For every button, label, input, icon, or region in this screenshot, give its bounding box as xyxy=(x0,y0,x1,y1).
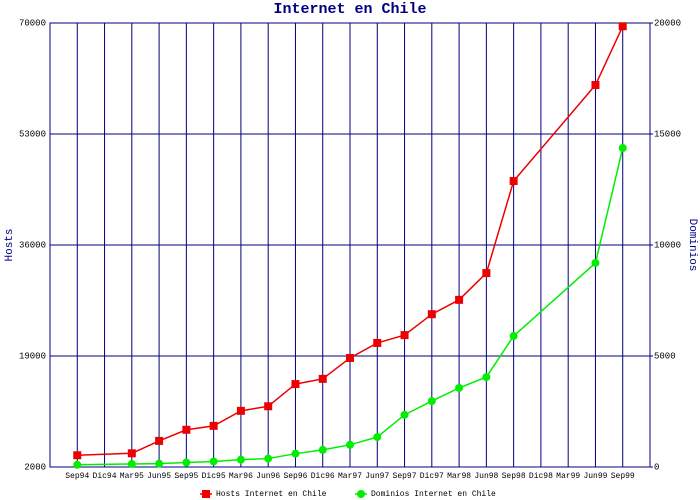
x-tick-label: Sep94 xyxy=(65,472,89,481)
x-tick-label: Jun96 xyxy=(256,472,280,481)
data-point xyxy=(346,440,354,449)
data-point xyxy=(427,397,436,406)
x-tick-label: Dic94 xyxy=(93,472,117,481)
legend-marker xyxy=(357,490,365,498)
data-point xyxy=(618,143,627,152)
data-point xyxy=(318,445,327,454)
data-point xyxy=(291,380,300,389)
x-tick-label: Mar96 xyxy=(229,472,253,481)
data-point xyxy=(482,269,491,278)
line-connector xyxy=(513,262,596,337)
y2-tick-label: 20000 xyxy=(654,18,681,28)
x-tick-label: Sep98 xyxy=(502,472,526,481)
legend-label: Hosts Internet en Chile xyxy=(216,490,327,499)
x-tick-label: Dic95 xyxy=(202,472,226,481)
x-tick-label: Dic98 xyxy=(529,472,553,481)
data-point xyxy=(264,402,273,411)
data-point xyxy=(427,310,436,319)
y2-tick-label: 0 xyxy=(654,462,659,472)
y-tick-label: 53000 xyxy=(19,129,46,139)
y-tick-label: 2000 xyxy=(24,462,46,472)
data-point xyxy=(209,421,218,430)
y-tick-label: 70000 xyxy=(19,18,46,28)
data-point xyxy=(455,383,464,392)
x-tick-label: Dic96 xyxy=(311,472,335,481)
x-tick-label: Sep95 xyxy=(174,472,198,481)
x-tick-label: Mar99 xyxy=(556,472,580,481)
data-point xyxy=(127,449,136,458)
data-point xyxy=(509,332,518,341)
line-connector xyxy=(513,84,597,182)
data-point xyxy=(182,425,191,434)
data-point xyxy=(373,433,382,442)
line-connector xyxy=(77,463,132,466)
y-axis-label: Hosts xyxy=(4,228,16,261)
legend-marker xyxy=(202,490,210,498)
data-point xyxy=(509,177,518,186)
x-tick-label: Jun97 xyxy=(365,472,389,481)
y2-tick-label: 5000 xyxy=(654,351,676,361)
y2-axis-label: Dominios xyxy=(686,219,698,272)
data-point xyxy=(209,457,218,466)
x-tick-label: Sep99 xyxy=(611,472,635,481)
data-point xyxy=(264,454,273,463)
line-connector xyxy=(77,452,132,456)
data-point xyxy=(400,410,409,419)
x-tick-label: Mar97 xyxy=(338,472,362,481)
y2-tick-label: 15000 xyxy=(654,129,681,139)
data-point xyxy=(182,458,191,467)
x-tick-label: Sep97 xyxy=(393,472,417,481)
data-point xyxy=(73,460,82,469)
data-point xyxy=(591,81,600,90)
data-point xyxy=(591,258,600,267)
data-point xyxy=(373,338,382,347)
data-point xyxy=(155,436,164,445)
data-point xyxy=(73,451,82,460)
data-point xyxy=(155,459,164,468)
y2-tick-label: 10000 xyxy=(654,240,681,250)
data-point xyxy=(127,460,136,469)
x-tick-label: Mar98 xyxy=(447,472,471,481)
y-tick-label: 36000 xyxy=(19,240,46,250)
legend-label: Dominios Internet en Chile xyxy=(371,490,496,499)
x-tick-label: Jun98 xyxy=(474,472,498,481)
data-point xyxy=(455,295,464,304)
y-tick-label: 19000 xyxy=(19,351,46,361)
data-point xyxy=(400,331,409,340)
data-point xyxy=(236,455,245,464)
x-tick-label: Jun95 xyxy=(147,472,171,481)
x-tick-label: Dic97 xyxy=(420,472,444,481)
data-point xyxy=(482,373,491,382)
chart-title: Internet en Chile xyxy=(273,1,426,18)
data-point xyxy=(236,406,245,415)
data-point xyxy=(318,374,327,383)
data-point xyxy=(346,353,354,362)
x-tick-label: Jun99 xyxy=(583,472,607,481)
x-tick-label: Sep96 xyxy=(283,472,307,481)
data-point xyxy=(291,449,300,458)
x-tick-label: Mar95 xyxy=(120,472,144,481)
data-point xyxy=(618,22,627,31)
